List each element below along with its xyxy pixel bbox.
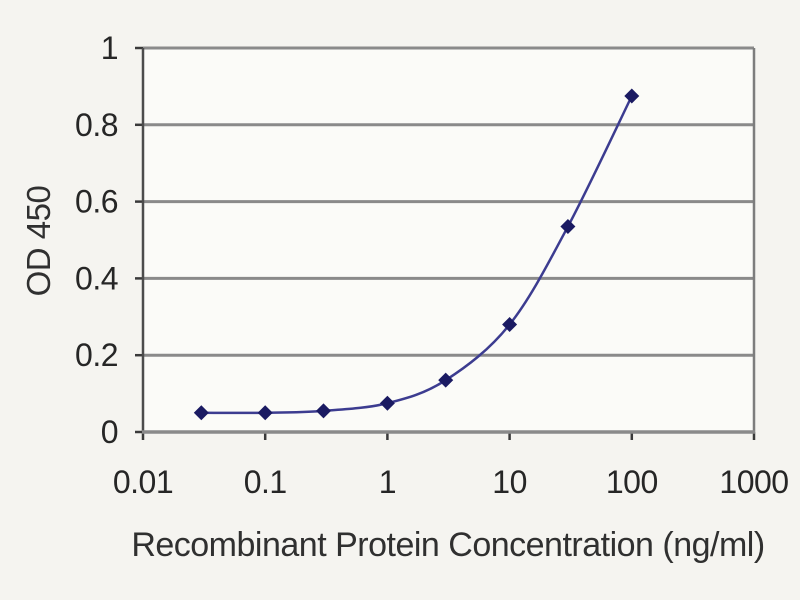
x-axis-title: Recombinant Protein Concentration (ng/ml… [131,526,765,564]
data-point-marker [438,372,454,388]
y-tick-label: 1 [101,30,118,66]
y-tick-label: 0.6 [75,184,118,220]
x-tick-label: 10 [492,464,527,500]
x-tick-label: 1 [379,464,396,500]
y-tick-label: 0.2 [75,337,118,373]
data-point-marker [316,403,332,419]
y-tick-label: 0.4 [75,260,118,296]
x-tick-label: 100 [606,464,658,500]
x-tick-label: 1000 [719,464,788,500]
x-tick-label: 0.01 [113,464,173,500]
data-point-marker [502,316,518,332]
y-tick-label: 0.8 [75,107,118,143]
data-point-marker [560,219,576,235]
plot-background [143,48,754,432]
y-tick-label: 0 [101,414,118,450]
data-point-marker [193,405,209,421]
data-point-marker [624,88,640,104]
data-point-marker [257,405,273,421]
data-point-marker [379,395,395,411]
x-tick-label: 0.1 [244,464,287,500]
y-axis-title: OD 450 [20,185,57,297]
